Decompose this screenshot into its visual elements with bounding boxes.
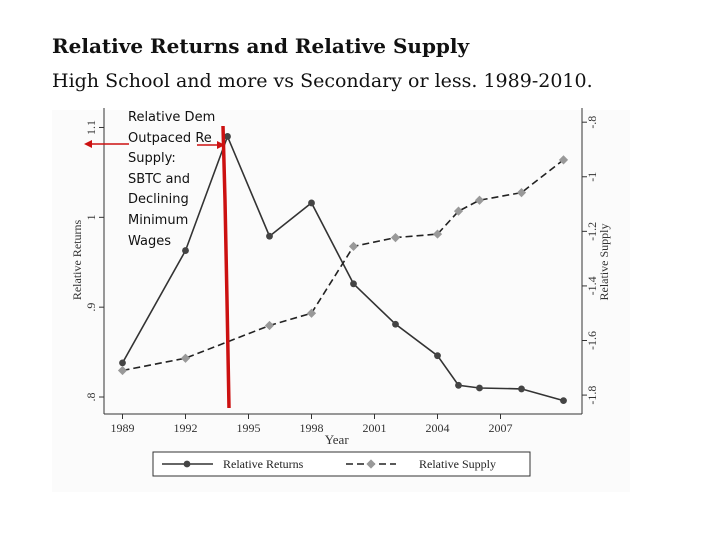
x-tick-label: 1995 <box>237 421 261 435</box>
relative-supply-point <box>453 206 464 216</box>
y-right-tick-label: -1.8 <box>585 386 599 405</box>
annotation-line: Wages <box>128 233 172 249</box>
x-tick-label: 2004 <box>426 421 450 435</box>
y-right-tick-label: -1.4 <box>585 276 599 295</box>
annotation-arrows <box>84 125 231 409</box>
relative-supply-point <box>390 233 401 243</box>
x-tick-label: 1989 <box>111 421 135 435</box>
plot-area <box>117 133 569 405</box>
red-vertical-line <box>221 125 231 409</box>
relative-supply-point <box>558 155 569 165</box>
relative-supply-point <box>306 308 317 318</box>
x-tick-label: 1992 <box>174 421 198 435</box>
y-left-axis-label: Relative Returns <box>70 220 84 301</box>
red-arrowhead-right <box>217 141 225 149</box>
relative-returns-point <box>455 381 462 389</box>
slide-subtitle: High School and more vs Secondary or les… <box>52 70 593 92</box>
relative-returns-point <box>350 280 357 288</box>
relative-returns-point <box>119 359 126 367</box>
relative-supply-point <box>474 195 485 205</box>
annotation-line: Minimum <box>128 212 189 228</box>
annotation-line: SBTC and <box>128 171 191 187</box>
y-right-axis-label: Relative Supply <box>597 224 611 301</box>
slide-title: Relative Returns and Relative Supply <box>52 34 470 58</box>
relative-returns-point <box>308 199 315 207</box>
red-arrowhead-left <box>84 140 92 148</box>
annotation-text: Relative Dem Outpaced Re Supply: SBTC an… <box>128 108 226 252</box>
relative-returns-point <box>182 247 189 254</box>
relative-supply-point <box>432 229 443 239</box>
annotation-line: Relative Dem <box>128 110 216 125</box>
y-left-tick-label: 1.1 <box>84 120 98 135</box>
legend-box <box>152 451 531 477</box>
legend-label-returns: Relative Returns <box>223 457 304 471</box>
y-right-tick-label: -.8 <box>585 116 599 129</box>
relative-returns-point <box>560 397 567 405</box>
y-right-tick-label: -1.2 <box>585 222 599 241</box>
y-left-tick-label: .8 <box>84 393 98 402</box>
relative-returns-point <box>392 320 399 328</box>
relative-returns-point <box>434 352 441 360</box>
y-right-tick-label: -1 <box>585 172 599 182</box>
legend-swatch-supply-marker <box>366 459 376 469</box>
relative-supply-point <box>264 320 275 331</box>
relative-returns-point <box>266 232 273 240</box>
relative-supply-point <box>117 365 128 376</box>
relative-returns-line <box>121 134 564 402</box>
y-right-tick-label: -1.6 <box>585 331 599 350</box>
x-tick-label: 2001 <box>363 421 387 435</box>
y-left-tick-label: .9 <box>84 303 98 312</box>
relative-supply-point <box>180 353 191 363</box>
chart-axes: 1989 1992 1995 1998 2001 2004 2007 Year .8 .9 1 1.1… <box>70 108 611 447</box>
x-axis-label: Year <box>325 432 350 447</box>
relative-returns-point <box>518 385 525 393</box>
chart-background <box>52 110 630 492</box>
legend: Relative Returns Relative Supply <box>152 451 531 477</box>
annotation-line: Outpaced Re <box>128 130 212 146</box>
legend-label-supply: Relative Supply <box>419 457 496 471</box>
annotation-line: Declining <box>128 192 189 208</box>
relative-returns-point <box>224 133 231 140</box>
x-tick-label: 2007 <box>489 421 513 435</box>
y-left-tick-label: 1 <box>84 214 98 220</box>
x-tick-label: 1998 <box>300 421 324 435</box>
relative-supply-point <box>348 241 359 251</box>
legend-swatch-returns-marker <box>183 460 191 468</box>
annotation-line: Supply: <box>128 151 176 167</box>
relative-returns-point <box>476 384 483 392</box>
relative-supply-point <box>516 187 527 198</box>
